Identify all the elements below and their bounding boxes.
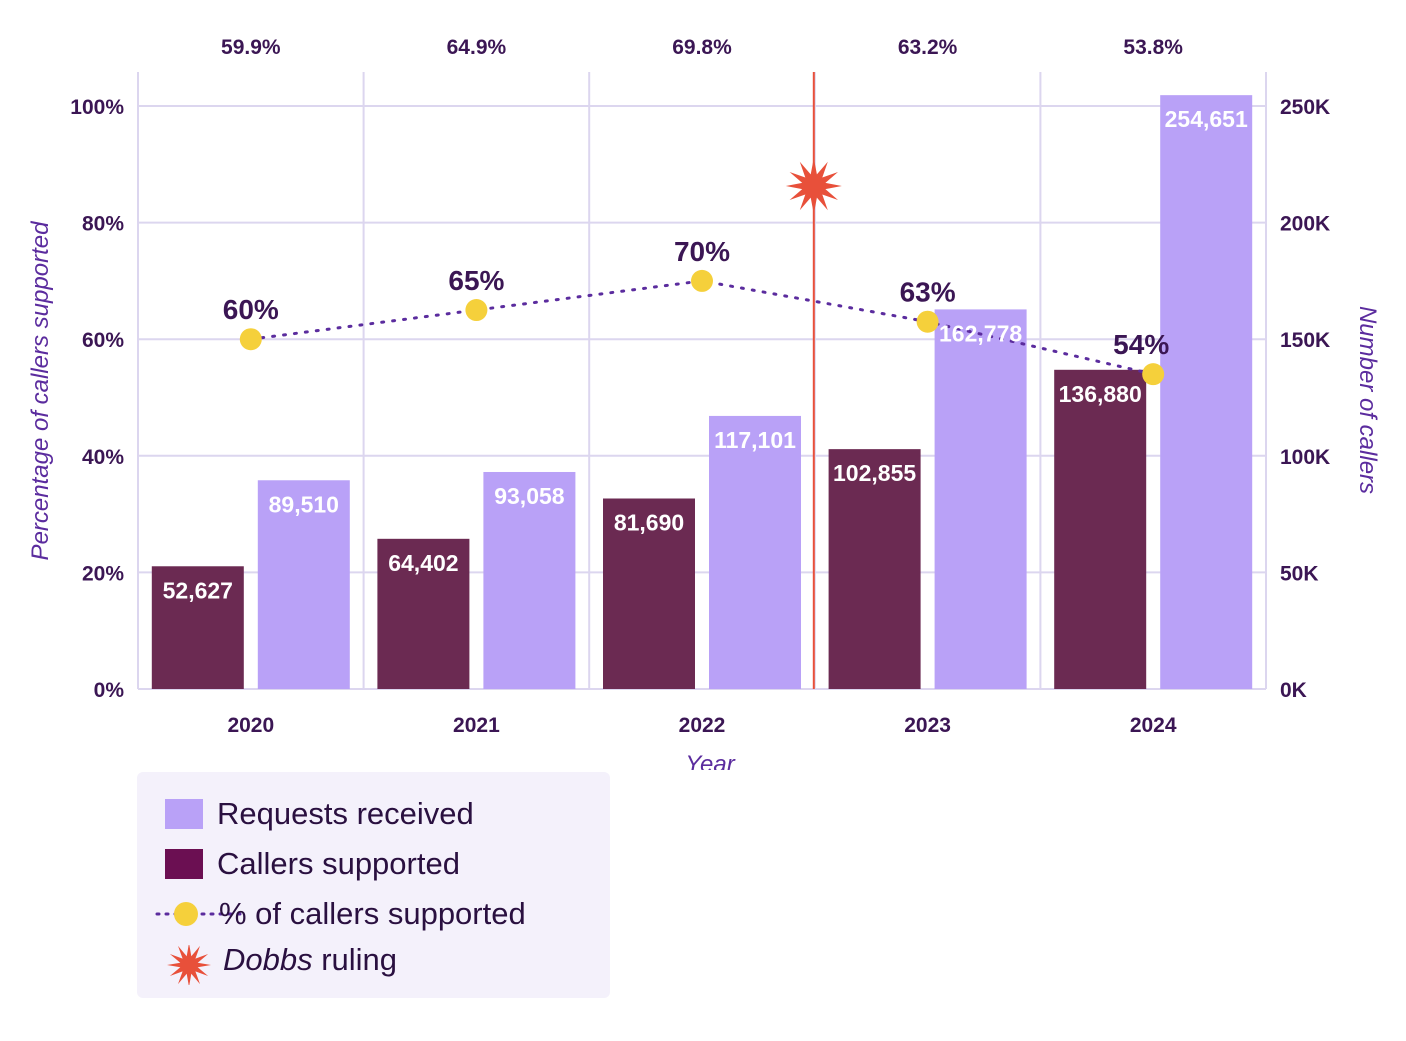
bar-callers-supported xyxy=(377,538,470,689)
y-tick-right: 50K xyxy=(1280,562,1319,585)
labels: 0% 20% 40% 60% 80% 100% 0K 50K 100K 150K 200K 250K 5… xyxy=(70,36,1330,737)
callers-swatch xyxy=(165,849,203,879)
percentage-point-label: 65% xyxy=(448,265,504,296)
bar-callers-supported xyxy=(828,449,921,689)
bar-label-callers: 136,880 xyxy=(1059,381,1142,407)
requests-swatch xyxy=(165,799,203,829)
bar-label-callers: 102,855 xyxy=(833,460,916,486)
x-tick: 2022 xyxy=(679,714,726,737)
chart: 0% 20% 40% 60% 80% 100% 0K 50K 100K 150K 200K 250K 5… xyxy=(27,36,1381,770)
percentage-point-label: 54% xyxy=(1113,329,1169,360)
x-tick: 2021 xyxy=(453,714,500,737)
y-axis-right-title: Number of callers xyxy=(1354,306,1381,494)
percentage-point xyxy=(1142,363,1165,386)
x-tick: 2020 xyxy=(227,714,274,737)
bar-label-requests: 117,101 xyxy=(714,427,796,453)
legend-item-requests: Requests received xyxy=(165,794,474,834)
legend-label-dobbs: Dobbs ruling xyxy=(223,942,397,978)
legend-item-callers: Callers supported xyxy=(165,844,460,884)
bar-requests-received xyxy=(709,415,801,689)
top-percentage-label: 53.8% xyxy=(1123,36,1183,59)
y-tick-left: 0% xyxy=(94,679,125,702)
bars xyxy=(151,95,1253,689)
bar-requests-received xyxy=(934,309,1027,689)
bar-label-callers: 64,402 xyxy=(388,550,458,576)
y-tick-right: 200K xyxy=(1280,213,1330,236)
y-tick-left: 60% xyxy=(82,329,124,352)
y-tick-right: 100K xyxy=(1280,446,1330,469)
percentage-point xyxy=(239,328,262,351)
percentage-dotted-line xyxy=(249,279,1155,376)
bar-callers-supported xyxy=(603,498,695,689)
legend-label-requests: Requests received xyxy=(217,796,474,831)
bar-label-requests: 93,058 xyxy=(494,483,565,509)
y-tick-left: 80% xyxy=(82,213,124,236)
y-tick-right: 150K xyxy=(1280,329,1330,352)
legend-item-dobbs: Dobbs ruling xyxy=(165,940,397,985)
legend-label-percentage: % of callers supported xyxy=(219,896,526,931)
y-tick-left: 20% xyxy=(82,562,124,585)
y-tick-left: 40% xyxy=(82,446,124,469)
top-percentage-label: 63.2% xyxy=(898,36,958,59)
bar-label-callers: 52,627 xyxy=(163,577,233,603)
percentage-point-label: 63% xyxy=(900,277,956,308)
bar-requests-received xyxy=(257,480,350,689)
starburst-icon xyxy=(165,945,213,985)
legend: Requests received Callers supported % of… xyxy=(137,772,610,998)
y-tick-right: 0K xyxy=(1280,679,1307,702)
bar-label-callers: 81,690 xyxy=(614,509,684,535)
dobbs-annotation xyxy=(785,72,842,689)
dotted-line-marker-icon xyxy=(155,899,247,929)
top-percentage-label: 69.8% xyxy=(672,36,732,59)
x-tick: 2024 xyxy=(1130,714,1177,737)
bar-label-requests: 162,778 xyxy=(939,320,1022,346)
legend-starburst-shape xyxy=(167,945,211,985)
dobbs-starburst-icon xyxy=(785,158,842,214)
top-percentage-label: 64.9% xyxy=(447,36,507,59)
bar-label-requests: 89,510 xyxy=(269,491,339,517)
percentage-line xyxy=(239,269,1165,386)
y-tick-right: 250K xyxy=(1280,96,1330,119)
percentage-point-label: 60% xyxy=(223,294,279,325)
bar-callers-supported xyxy=(1054,369,1147,689)
percentage-point xyxy=(465,299,488,322)
x-tick: 2023 xyxy=(904,714,951,737)
y-axis-left-title: Percentage of callers supported xyxy=(27,221,54,561)
bar-requests-received xyxy=(483,471,576,689)
y-tick-left: 100% xyxy=(70,96,124,119)
legend-label-dobbs-italic: Dobbs xyxy=(223,942,313,977)
bar-requests-received xyxy=(1160,95,1253,689)
top-percentage-label: 59.9% xyxy=(221,36,281,59)
percentage-point xyxy=(691,269,713,292)
legend-label-dobbs-rest: ruling xyxy=(312,942,398,977)
bar-callers-supported xyxy=(151,566,244,689)
percentage-point xyxy=(916,310,939,333)
legend-label-callers: Callers supported xyxy=(217,846,460,881)
x-axis-title: Year xyxy=(685,751,735,770)
percentage-point-label: 70% xyxy=(674,236,730,267)
bar-label-requests: 254,651 xyxy=(1165,106,1248,132)
legend-item-percentage: % of callers supported xyxy=(155,894,526,934)
